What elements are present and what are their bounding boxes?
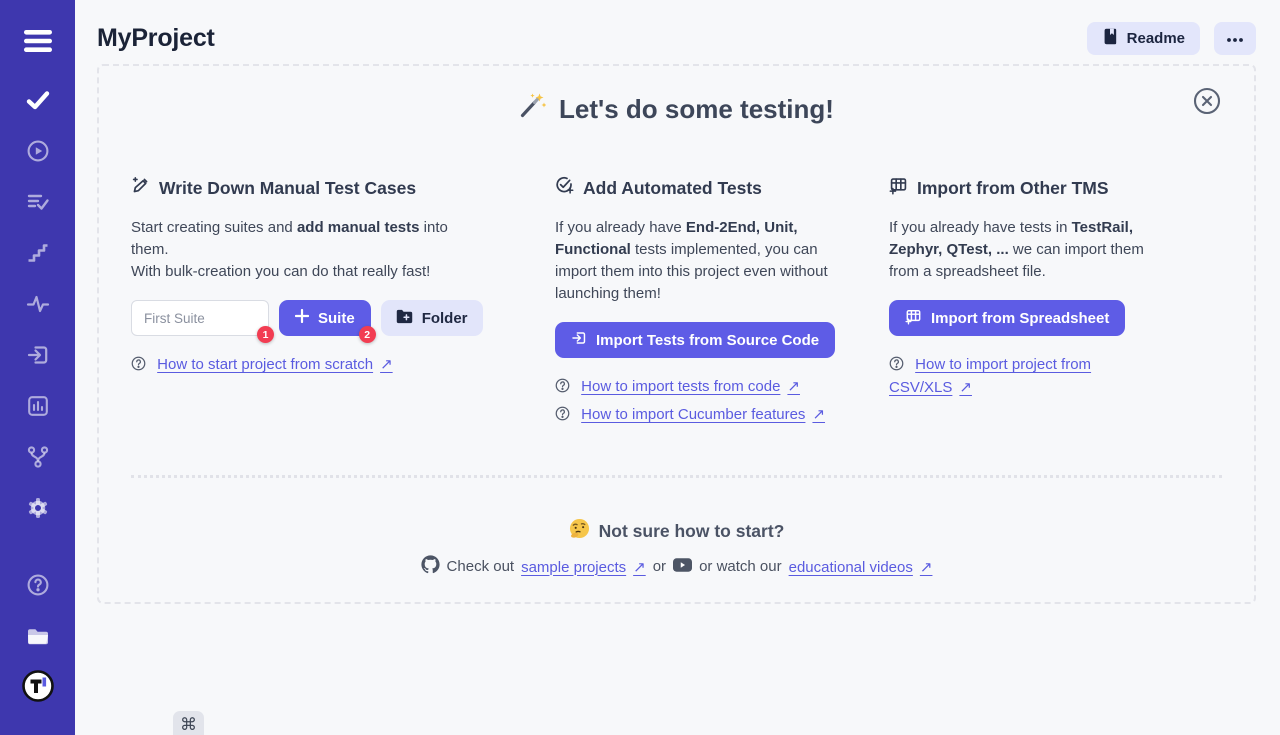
import-icon[interactable] (21, 340, 55, 370)
thinking-face-icon (569, 518, 590, 544)
help-links: How to import project from CSV/XLS ↗ (889, 354, 1222, 398)
activity-icon[interactable] (21, 289, 55, 319)
help-link-row: How to import tests from code ↗ (555, 376, 855, 399)
list-check-icon[interactable] (21, 187, 55, 217)
column-description: If you already have End-2End, Unit, Func… (555, 219, 828, 302)
circle-check-plus-icon (555, 176, 574, 200)
import-spreadsheet-controls: Import from Spreadsheet (889, 300, 1222, 336)
help-link[interactable]: How to import project from CSV/XLS ↗ (889, 356, 1092, 396)
column-manual-tests: Write Down Manual Test Cases Start creat… (131, 176, 521, 427)
import-code-controls: Import Tests from Source Code (555, 322, 855, 358)
sample-projects-link[interactable]: sample projects ↗ (521, 558, 646, 576)
help-link-row: How to start project from scratch ↗ (131, 354, 521, 377)
magic-wand-icon (519, 92, 547, 126)
help-circle-icon[interactable] (21, 570, 55, 600)
close-icon[interactable] (1193, 87, 1221, 115)
footer-heading: Not sure how to start? (569, 518, 784, 544)
table-plus-icon (889, 176, 908, 200)
table-plus-icon (905, 308, 922, 329)
help-link[interactable]: How to start project from scratch ↗ (157, 356, 393, 373)
pen-sparkle-icon (131, 176, 150, 200)
github-icon (420, 555, 440, 578)
onboarding-panel: Let's do some testing! Write Down Manual… (97, 64, 1256, 604)
question-circle-icon (889, 356, 908, 375)
gear-icon[interactable] (21, 493, 55, 523)
add-suite-button[interactable]: Suite 2 (279, 300, 376, 343)
footer-links-line: Check out sample projects ↗ or or watch o… (131, 555, 1222, 578)
question-circle-icon (555, 406, 574, 425)
column-import-tms: Import from Other TMS If you already hav… (889, 176, 1222, 427)
bar-chart-icon[interactable] (21, 391, 55, 421)
import-source-code-button[interactable]: Import Tests from Source Code (555, 322, 836, 358)
command-key-icon: ⌘ (180, 715, 197, 734)
external-link-icon: ↗ (787, 378, 800, 395)
main-area: MyProject Readme Let's do some testi (75, 0, 1280, 735)
more-options-button[interactable] (1214, 22, 1256, 55)
folder-icon[interactable] (21, 621, 55, 651)
panel-columns: Write Down Manual Test Cases Start creat… (131, 176, 1222, 427)
topbar-actions: Readme (1086, 22, 1256, 55)
import-spreadsheet-button[interactable]: Import from Spreadsheet (889, 300, 1126, 336)
help-link[interactable]: How to import Cucumber features ↗ (581, 406, 826, 423)
check-icon[interactable] (21, 85, 55, 115)
help-links: How to start project from scratch ↗ (131, 354, 521, 377)
menu-icon[interactable] (21, 26, 55, 56)
readme-button[interactable]: Readme (1086, 22, 1200, 55)
suite-controls: 1 Suite 2 Folder (131, 300, 521, 343)
external-link-icon: ↗ (812, 406, 826, 423)
external-link-icon: ↗ (919, 558, 933, 576)
column-heading: Add Automated Tests (555, 176, 855, 200)
plus-icon (294, 308, 310, 327)
sidebar (0, 0, 75, 735)
command-shortcut-badge[interactable]: ⌘ (173, 711, 204, 735)
educational-videos-link[interactable]: educational videos ↗ (788, 558, 933, 576)
play-circle-icon[interactable] (21, 136, 55, 166)
add-folder-button[interactable]: Folder (380, 300, 483, 336)
column-heading: Import from Other TMS (889, 176, 1222, 200)
logo-avatar[interactable] (21, 670, 55, 702)
column-heading: Write Down Manual Test Cases (131, 176, 521, 200)
import-icon (571, 330, 587, 350)
git-fork-icon[interactable] (21, 442, 55, 472)
help-link-row: How to import project from CSV/XLS ↗ (889, 354, 1169, 398)
folder-plus-icon (396, 309, 413, 328)
help-links: How to import tests from code ↗ How to im… (555, 376, 855, 427)
step-badge-2: 2 (358, 326, 376, 343)
dotted-divider (131, 475, 1222, 478)
help-link[interactable]: How to import tests from code ↗ (581, 378, 800, 395)
panel-title: Let's do some testing! (131, 92, 1222, 126)
column-automated-tests: Add Automated Tests If you already have … (555, 176, 855, 427)
topbar: MyProject Readme (75, 0, 1280, 55)
column-description: If you already have tests in TestRail, Z… (889, 219, 1144, 280)
page-title: MyProject (97, 24, 215, 52)
external-link-icon: ↗ (959, 379, 972, 396)
panel-footer: Not sure how to start? Check out sample … (131, 518, 1222, 578)
question-circle-icon (555, 378, 574, 397)
column-description: Start creating suites and add manual tes… (131, 219, 448, 280)
youtube-icon (673, 557, 693, 576)
steps-icon[interactable] (21, 238, 55, 268)
external-link-icon: ↗ (633, 558, 646, 576)
ellipsis-icon (1226, 30, 1244, 47)
question-circle-icon (131, 356, 150, 375)
external-link-icon: ↗ (380, 356, 393, 373)
help-link-row: How to import Cucumber features ↗ (555, 404, 855, 427)
book-icon (1102, 28, 1118, 49)
step-badge-1: 1 (257, 326, 274, 343)
suite-name-input[interactable] (131, 300, 269, 336)
